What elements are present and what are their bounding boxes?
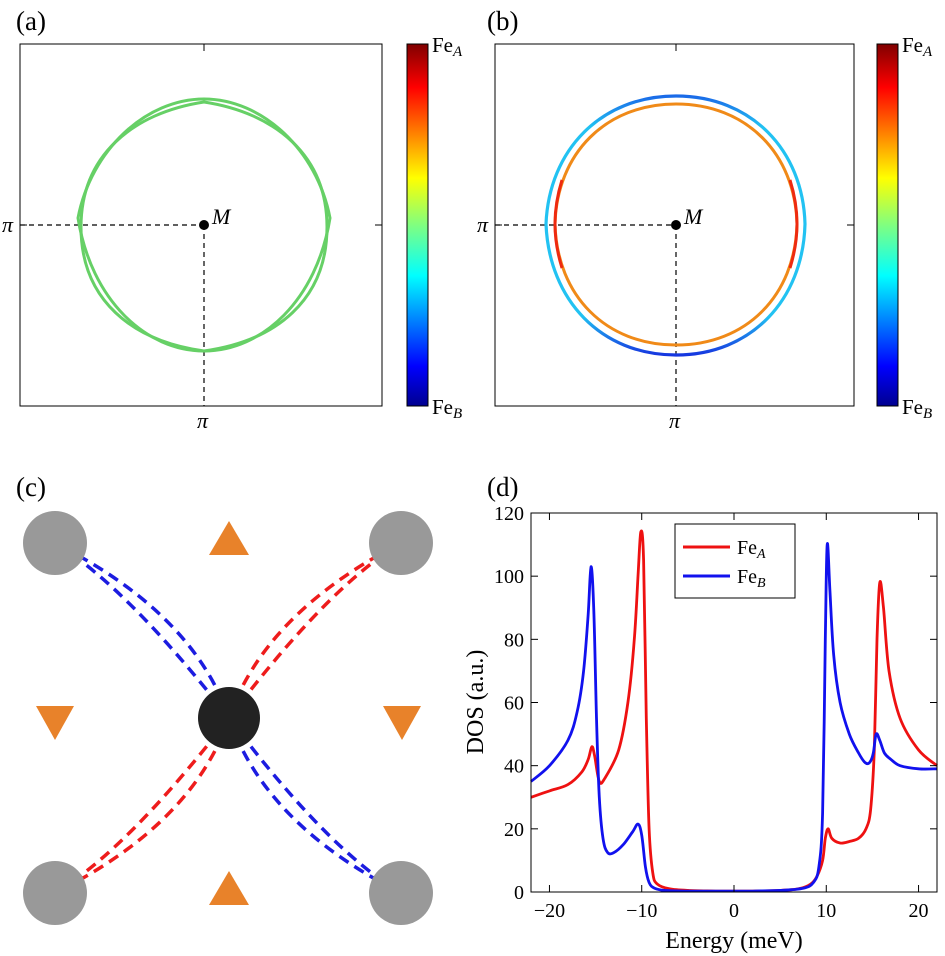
m-point-label-a: M	[211, 204, 232, 229]
bond-red-ne-1	[227, 541, 402, 720]
m-point-label-b: M	[683, 204, 704, 229]
triangle-down-right	[383, 706, 421, 740]
fermi-surface-contour-2-a	[79, 100, 329, 353]
central-atom	[198, 687, 260, 749]
inner-contour-red-edge-left-b	[553, 179, 564, 269]
small-atom-ne	[369, 511, 433, 575]
y-tick-label-0: 0	[514, 882, 524, 904]
panel-label-d: (d)	[487, 472, 518, 502]
legend-label-fe-a: FeA	[737, 537, 766, 562]
dos-line-fe-b	[530, 542, 938, 893]
legend: FeA FeB	[674, 523, 796, 599]
dos-curves	[530, 529, 938, 893]
colorbar-bottom-label-a: FeB	[432, 395, 462, 422]
axis-ticks: −20 −10 0 10 20 0 20 40 60 80 100 120	[494, 503, 937, 922]
panel-label-a: (a)	[16, 6, 46, 36]
y-tick-label-40: 40	[504, 756, 524, 778]
y-tick-label-a: π	[2, 212, 14, 237]
bond-red-sw-2	[54, 716, 231, 895]
y-tick-label-20: 20	[504, 819, 524, 841]
bond-blue-nw-2	[54, 541, 231, 720]
panel-a: (a) M π π FeA FeB	[2, 6, 463, 433]
x-tick-label-0: 0	[729, 900, 739, 922]
bond-blue-nw-1	[54, 541, 231, 719]
panel-b: (b) M π π FeA FeB	[477, 6, 933, 433]
m-point-dot-b	[671, 220, 681, 230]
small-atom-nw	[23, 511, 87, 575]
x-tick-label-10: 10	[816, 900, 836, 922]
colorbar-top-label-b: FeA	[902, 33, 933, 60]
y-tick-label-100: 100	[494, 566, 524, 588]
bond-red-ne-2	[227, 541, 402, 719]
panel-label-b: (b)	[487, 6, 518, 36]
colorbar-b	[876, 43, 899, 407]
fermi-surface-outer-contour-b	[544, 94, 807, 357]
x-tick-label--20: −20	[534, 900, 565, 922]
legend-box	[674, 523, 796, 599]
x-tick-label-a: π	[197, 408, 209, 433]
m-point-dot-a	[199, 220, 209, 230]
panel-c: (c)	[16, 472, 433, 925]
x-axis-label: Energy (meV)	[665, 928, 803, 954]
colorbar-top-label-a: FeA	[432, 33, 463, 60]
y-tick-label-b: π	[477, 212, 489, 237]
colorbar-bottom-label-b: FeB	[902, 395, 932, 422]
y-tick-label-60: 60	[504, 693, 524, 715]
x-tick-label--10: −10	[626, 900, 657, 922]
panel-d-dos-chart: (d) −20 −10 0 10 20 0 20 40 60 80 100 120 Energy (m…	[463, 472, 938, 954]
x-tick-label-20: 20	[909, 900, 929, 922]
inner-contour-red-edge-right-b	[788, 179, 799, 269]
colorbar-a	[406, 43, 429, 407]
triangle-up-bottom	[209, 871, 249, 905]
panel-label-c: (c)	[16, 472, 46, 502]
y-tick-label-120: 120	[494, 503, 524, 525]
bond-red-sw-1	[54, 717, 231, 895]
bond-blue-se-2	[227, 716, 402, 895]
fermi-surface-inner-contour-b	[553, 102, 799, 347]
small-atom-se	[369, 861, 433, 925]
bond-blue-se-1	[227, 717, 402, 895]
y-axis-label: DOS (a.u.)	[463, 650, 489, 755]
triangle-up-top	[209, 521, 249, 555]
x-tick-label-b: π	[669, 408, 681, 433]
y-tick-label-80: 80	[504, 629, 524, 651]
triangle-down-left	[36, 706, 74, 740]
small-atom-sw	[23, 861, 87, 925]
legend-label-fe-b: FeB	[737, 566, 766, 591]
